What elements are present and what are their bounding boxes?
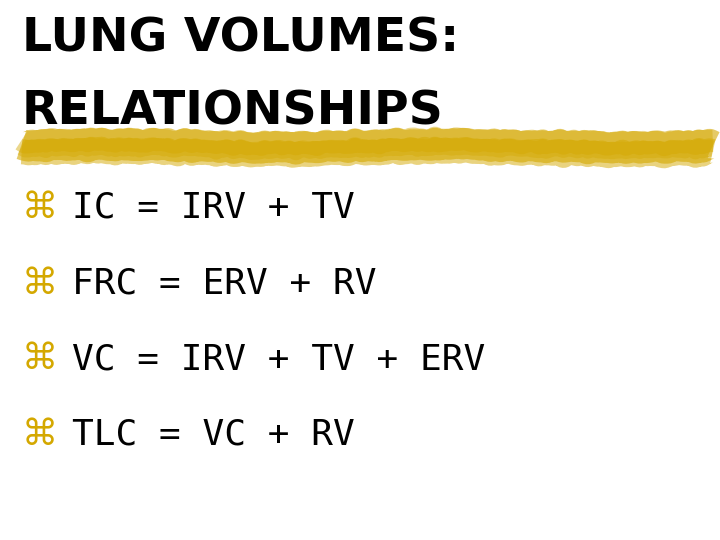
Text: TLC = VC + RV: TLC = VC + RV <box>72 418 355 451</box>
Text: FRC = ERV + RV: FRC = ERV + RV <box>72 267 377 300</box>
Text: RELATIONSHIPS: RELATIONSHIPS <box>22 89 444 134</box>
Text: IC = IRV + TV: IC = IRV + TV <box>72 191 355 225</box>
Text: ⌘: ⌘ <box>22 418 58 451</box>
Text: ⌘: ⌘ <box>22 191 58 225</box>
Text: LUNG VOLUMES:: LUNG VOLUMES: <box>22 16 459 61</box>
Text: VC = IRV + TV + ERV: VC = IRV + TV + ERV <box>72 342 485 376</box>
Text: ⌘: ⌘ <box>22 267 58 300</box>
Text: ⌘: ⌘ <box>22 342 58 376</box>
